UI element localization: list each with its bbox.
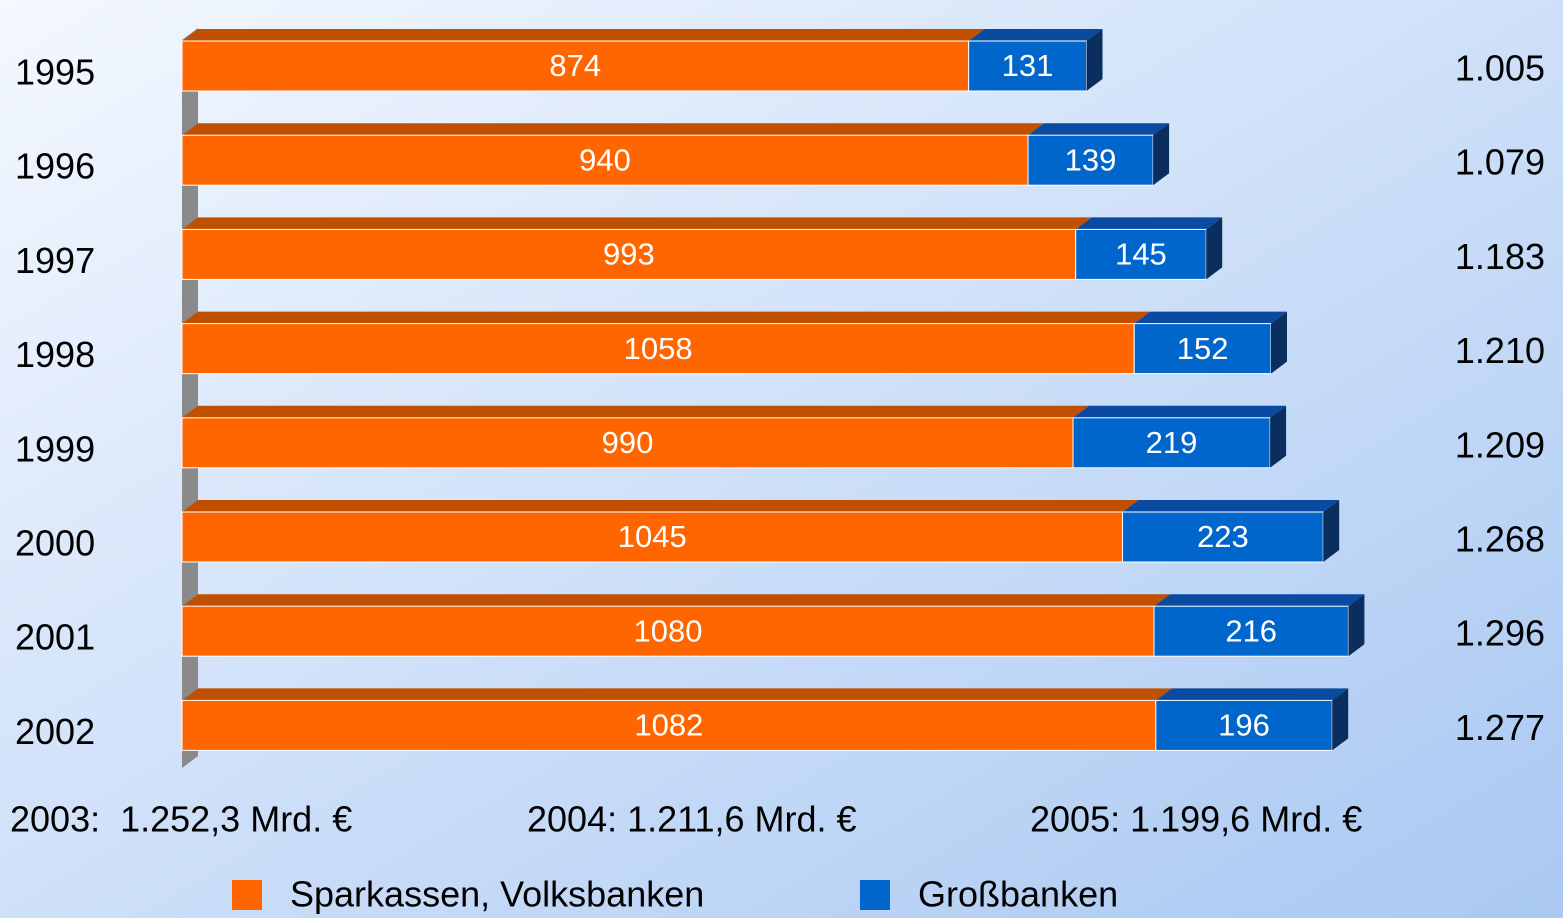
bar-label: 874: [549, 48, 601, 83]
bar-label: 219: [1146, 425, 1198, 460]
bar-top: [1073, 405, 1287, 418]
bar: [181, 134, 1029, 186]
bar-top: [1134, 311, 1287, 324]
bar-top: [182, 29, 985, 41]
y-tick-label: 1995: [15, 52, 95, 93]
total-label: 1.079: [1455, 142, 1545, 183]
bar-label: 223: [1197, 519, 1249, 554]
bar-label: 139: [1065, 142, 1117, 177]
bar-top: [968, 29, 1103, 41]
bar-label: 145: [1115, 237, 1167, 272]
bar-side: [1323, 500, 1340, 562]
bar: [1155, 699, 1333, 751]
total-label: 1.183: [1455, 236, 1545, 277]
legend-label: Sparkassen, Volksbanken: [290, 874, 704, 915]
bar-top: [1154, 594, 1365, 607]
note: 2003: 1.252,3 Mrd. €: [10, 799, 352, 840]
bar: [181, 323, 1135, 375]
bar-top: [182, 217, 1092, 230]
total-label: 1.005: [1455, 48, 1545, 89]
bar-top: [182, 311, 1151, 324]
bar-top: [1155, 688, 1349, 701]
bar-label: 940: [579, 142, 631, 177]
bar-label: 993: [603, 237, 655, 272]
legend-swatch: [232, 880, 262, 910]
wall: [182, 28, 198, 768]
bar-top: [182, 594, 1170, 607]
bar-label: 1045: [618, 519, 687, 554]
y-tick-label: 2001: [15, 617, 95, 658]
bar-top: [1028, 123, 1170, 136]
bar-side: [1153, 123, 1170, 186]
bar-label: 216: [1225, 613, 1277, 648]
y-tick-label: 1999: [15, 428, 95, 469]
total-label: 1.209: [1455, 424, 1545, 465]
bar-label: 990: [602, 425, 654, 460]
legend-swatch: [860, 880, 890, 910]
y-tick-label: 1997: [15, 240, 95, 281]
bar-label: 1058: [624, 331, 693, 366]
bar-side: [1270, 405, 1287, 468]
y-tick-label: 1996: [15, 146, 95, 187]
total-label: 1.268: [1455, 519, 1545, 560]
bar: [181, 417, 1074, 469]
bar-label: 1082: [634, 708, 703, 743]
total-label: 1.277: [1455, 707, 1545, 748]
bar: [181, 40, 970, 92]
bar: [181, 699, 1157, 751]
bar: [1133, 323, 1272, 375]
bar-label: 131: [1002, 48, 1054, 83]
bar: [1075, 228, 1207, 280]
bar-label: 152: [1177, 331, 1229, 366]
bar-label: 1080: [634, 613, 703, 648]
bar-top: [1075, 217, 1223, 230]
total-label: 1.296: [1455, 613, 1545, 654]
y-tick-label: 2000: [15, 523, 95, 564]
bar-top: [182, 123, 1044, 136]
bar-side: [1086, 29, 1103, 91]
bar-side: [1332, 688, 1349, 751]
bar-side: [1206, 217, 1223, 280]
bar-top: [182, 405, 1089, 418]
legend-label: Großbanken: [918, 874, 1118, 915]
note: 2005: 1.199,6 Mrd. €: [1030, 799, 1362, 840]
y-tick-label: 1998: [15, 334, 95, 375]
bar-side: [1271, 311, 1287, 374]
bar: [181, 511, 1123, 563]
bar-top: [182, 500, 1139, 512]
bar-side: [1348, 594, 1365, 657]
bar-label: 196: [1218, 708, 1270, 743]
bar-top: [182, 688, 1172, 701]
total-label: 1.210: [1455, 330, 1545, 371]
bar-top: [1122, 500, 1340, 512]
note: 2004: 1.211,6 Mrd. €: [527, 799, 857, 840]
y-tick-label: 2002: [15, 711, 95, 752]
bar: [1072, 417, 1271, 469]
